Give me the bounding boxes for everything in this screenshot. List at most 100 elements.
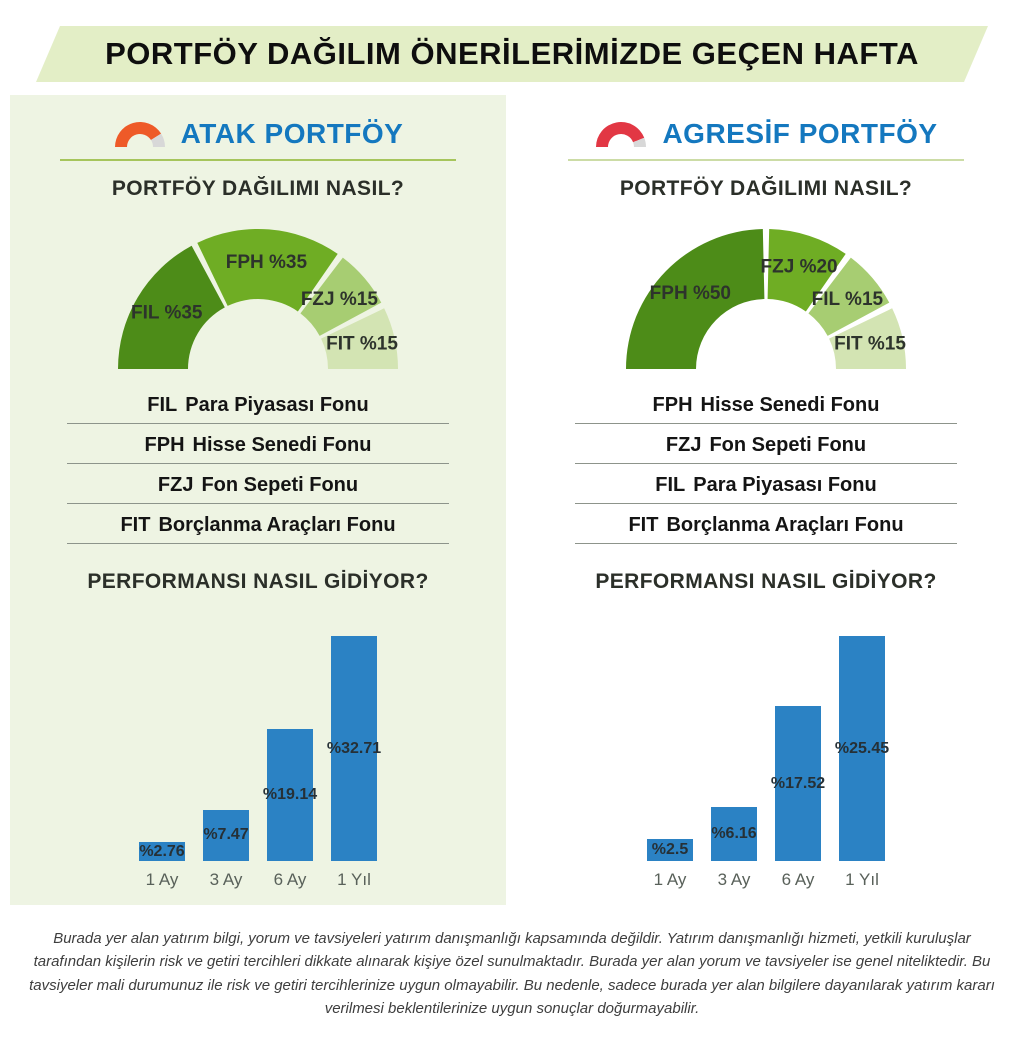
donut-segment-fil: [808, 257, 890, 336]
bar-value-label: %32.71: [326, 739, 382, 757]
portfolio-columns: ATAK PORTFÖY PORTFÖY DAĞILIMI NASIL? FIL…: [10, 95, 1014, 905]
portfolio-name: ATAK PORTFÖY: [180, 118, 404, 149]
distribution-question: PORTFÖY DAĞILIMI NASIL?: [111, 177, 405, 200]
donut-segment-fzj: [767, 229, 846, 312]
bar: %7.47: [203, 809, 249, 861]
donut-segment-fph: [626, 229, 765, 369]
page-title: PORTFÖY DAĞILIM ÖNERİLERİMİZDE GEÇEN HAF…: [105, 36, 919, 71]
donut-segment-fil: [118, 245, 225, 369]
bar-value-label: %2.76: [139, 842, 185, 860]
donut-segment-label: FIT %15: [326, 334, 398, 355]
bar: %25.45: [835, 636, 889, 861]
bar-track: %17.52: [771, 636, 825, 861]
bar: %6.16: [711, 806, 757, 861]
legal-disclaimer: Burada yer alan yatırım bilgi, yorum ve …: [29, 930, 995, 1017]
fund-legend-list: FIL Para Piyasası Fonu FPH Hisse Senedi Fon…: [10, 384, 506, 544]
bar: %2.5: [647, 838, 693, 861]
donut-segment-fit: [321, 308, 398, 369]
agresif-portfolio-header: AGRESİF PORTFÖY: [518, 95, 1014, 155]
gauge-fill: [114, 122, 161, 147]
donut-segment-label: FIT %15: [834, 334, 906, 355]
fund-code: FIL: [147, 394, 178, 416]
bar-value-label: %6.16: [711, 824, 757, 842]
performance-question: PERFORMANSI NASIL GİDİYOR?: [595, 570, 937, 593]
gauge-fill: [596, 122, 645, 147]
atak-portfolio-column: ATAK PORTFÖY PORTFÖY DAĞILIMI NASIL? FIL…: [10, 95, 506, 905]
bar-category-label: 1 Yıl: [337, 870, 371, 889]
bar-track: %2.76: [139, 636, 185, 861]
donut-segment-fzj: [300, 257, 382, 336]
fund-name: Fon Sepeti Fonu: [201, 474, 359, 496]
agresif-portfolio-column: AGRESİF PORTFÖY PORTFÖY DAĞILIMI NASIL? …: [518, 95, 1014, 905]
page-title-banner: PORTFÖY DAĞILIM ÖNERİLERİMİZDE GEÇEN HAF…: [36, 26, 988, 82]
bar: %2.76: [139, 842, 185, 861]
allocation-donut-chart: FPH %50 FZJ %20 FIL %15 FIT %15: [626, 229, 906, 369]
fund-name: Para Piyasası Fonu: [693, 474, 877, 496]
bar-value-label: %7.47: [203, 826, 249, 844]
gauge-icon: [596, 122, 647, 147]
bar-track: %2.5: [647, 636, 693, 861]
fund-legend-list: FPH Hisse Senedi Fonu FZJ Fon Sepeti Fonu FI…: [518, 384, 1014, 544]
bar: %17.52: [771, 706, 825, 861]
gauge-track: [150, 133, 165, 147]
portfolio-name: AGRESİF PORTFÖY: [662, 118, 938, 149]
bar-column: %6.16 3 Ay: [711, 636, 757, 890]
allocation-donut-chart: FIL %35 FPH %35 FZJ %15 FIT %15: [118, 229, 398, 369]
bar-track: %25.45: [835, 636, 889, 861]
bar: %32.71: [327, 636, 381, 861]
bar-column: %2.5 1 Ay: [647, 636, 693, 890]
donut-segment-label: FZJ %20: [761, 257, 838, 278]
atak-portfolio-header: ATAK PORTFÖY: [10, 95, 506, 155]
bar-category-label: 6 Ay: [781, 870, 815, 889]
donut-segment-label: FZJ %15: [301, 289, 379, 310]
gauge-track: [633, 137, 647, 147]
fund-name: Hisse Senedi Fonu: [192, 434, 372, 456]
bar-column: %25.45 1 Yıl: [835, 636, 889, 890]
header-divider: [59, 159, 457, 161]
bar-column: %7.47 3 Ay: [203, 636, 249, 890]
bar-track: %7.47: [203, 636, 249, 861]
bar-value-label: %25.45: [834, 739, 890, 757]
fund-row: FPH Hisse Senedi Fonu: [575, 384, 957, 424]
fund-row: FIT Borçlanma Araçları Fonu: [67, 504, 449, 544]
fund-row: FPH Hisse Senedi Fonu: [67, 424, 449, 464]
performance-bar-chart: %2.76 1 Ay %7.47 3 Ay %19.14 6 Ay %32.71 1 Yıl: [10, 636, 506, 890]
fund-name: Para Piyasası Fonu: [185, 394, 369, 416]
bar-category-label: 6 Ay: [273, 870, 307, 889]
donut-segment-fph: [197, 229, 338, 312]
bar-column: %17.52 6 Ay: [771, 636, 825, 890]
fund-code: FIT: [120, 514, 151, 536]
fund-code: FZJ: [157, 474, 194, 496]
bar-column: %2.76 1 Ay: [139, 636, 185, 890]
distribution-question: PORTFÖY DAĞILIMI NASIL?: [619, 177, 913, 200]
fund-name: Hisse Senedi Fonu: [700, 394, 880, 416]
bar-category-label: 1 Ay: [145, 870, 179, 889]
bar-track: %32.71: [327, 636, 381, 861]
fund-code: FPH: [144, 434, 185, 456]
bar-track: %19.14: [263, 636, 317, 861]
fund-code: FPH: [652, 394, 693, 416]
fund-row: FIL Para Piyasası Fonu: [575, 464, 957, 504]
bar-column: %19.14 6 Ay: [263, 636, 317, 890]
fund-row: FZJ Fon Sepeti Fonu: [67, 464, 449, 504]
donut-segment-fit: [829, 308, 906, 369]
donut-segment-label: FPH %50: [650, 283, 731, 304]
donut-segment-label: FIL %15: [812, 289, 884, 310]
bar-value-label: %19.14: [262, 786, 318, 804]
fund-name: Borçlanma Araçları Fonu: [158, 514, 396, 536]
fund-name: Borçlanma Araçları Fonu: [666, 514, 904, 536]
gauge-icon: [114, 122, 165, 147]
performance-bar-chart: %2.5 1 Ay %6.16 3 Ay %17.52 6 Ay %25.45 1 Yıl: [518, 636, 1014, 890]
fund-code: FIL: [655, 474, 686, 496]
bar-track: %6.16: [711, 636, 757, 861]
bar-category-label: 3 Ay: [717, 870, 751, 889]
fund-row: FZJ Fon Sepeti Fonu: [575, 424, 957, 464]
header-divider: [567, 159, 965, 161]
bar-value-label: %2.5: [651, 840, 689, 858]
fund-code: FZJ: [665, 434, 702, 456]
fund-name: Fon Sepeti Fonu: [709, 434, 867, 456]
fund-row: FIL Para Piyasası Fonu: [67, 384, 449, 424]
fund-row: FIT Borçlanma Araçları Fonu: [575, 504, 957, 544]
donut-segment-label: FIL %35: [131, 303, 203, 324]
performance-question: PERFORMANSI NASIL GİDİYOR?: [87, 570, 429, 593]
